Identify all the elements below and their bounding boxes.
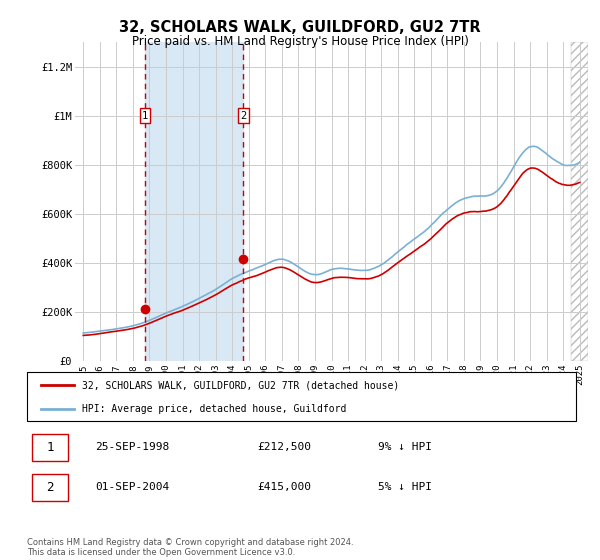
Text: HPI: Average price, detached house, Guildford: HPI: Average price, detached house, Guil… [82,404,346,414]
Text: Price paid vs. HM Land Registry's House Price Index (HPI): Price paid vs. HM Land Registry's House … [131,35,469,48]
Text: £212,500: £212,500 [257,442,311,452]
Text: 9% ↓ HPI: 9% ↓ HPI [379,442,433,452]
Text: Contains HM Land Registry data © Crown copyright and database right 2024.
This d: Contains HM Land Registry data © Crown c… [27,538,353,557]
Text: 2: 2 [46,481,54,494]
FancyBboxPatch shape [32,434,68,461]
FancyBboxPatch shape [27,372,576,421]
Text: 32, SCHOLARS WALK, GUILDFORD, GU2 7TR: 32, SCHOLARS WALK, GUILDFORD, GU2 7TR [119,20,481,35]
Text: £415,000: £415,000 [257,482,311,492]
Text: 1: 1 [142,111,148,120]
FancyBboxPatch shape [32,474,68,501]
Text: 25-SEP-1998: 25-SEP-1998 [95,442,170,452]
Text: 2: 2 [240,111,247,120]
Bar [145,42,243,361]
Text: 5% ↓ HPI: 5% ↓ HPI [379,482,433,492]
Text: 32, SCHOLARS WALK, GUILDFORD, GU2 7TR (detached house): 32, SCHOLARS WALK, GUILDFORD, GU2 7TR (d… [82,380,399,390]
Text: 01-SEP-2004: 01-SEP-2004 [95,482,170,492]
Text: 1: 1 [46,441,54,454]
